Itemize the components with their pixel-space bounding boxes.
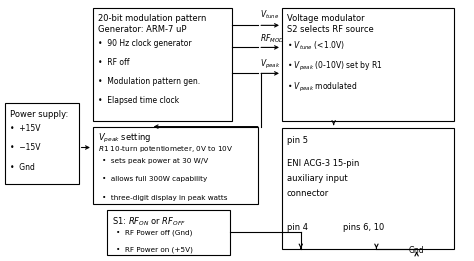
Text: 20-bit modulation pattern: 20-bit modulation pattern (98, 14, 206, 23)
Text: Voltage modulator: Voltage modulator (287, 14, 364, 23)
Text: •  three-digit display in peak watts: • three-digit display in peak watts (102, 195, 228, 201)
Text: Gnd: Gnd (409, 246, 424, 255)
Text: •  Modulation pattern gen.: • Modulation pattern gen. (98, 77, 200, 86)
Text: $V_{peak}$ setting: $V_{peak}$ setting (98, 132, 151, 145)
Text: ENI ACG-3 15-pin: ENI ACG-3 15-pin (287, 159, 359, 168)
Text: auxiliary input: auxiliary input (287, 174, 347, 183)
Text: •  Elapsed time clock: • Elapsed time clock (98, 96, 179, 105)
Bar (93, 127, 258, 204)
Text: Power supply:: Power supply: (10, 110, 68, 119)
Text: •  −15V: • −15V (10, 144, 41, 152)
Text: $RF_{MOD}$: $RF_{MOD}$ (260, 33, 284, 45)
Bar (93, 9, 232, 121)
Text: pin 4: pin 4 (287, 223, 308, 232)
Text: connector: connector (287, 189, 329, 198)
Text: •  sets peak power at 30 W/V: • sets peak power at 30 W/V (102, 158, 209, 164)
Text: Generator: ARM-7 uP: Generator: ARM-7 uP (98, 25, 186, 34)
Text: •  +15V: • +15V (10, 124, 41, 133)
Text: $V_{tune}$: $V_{tune}$ (260, 9, 279, 21)
Text: S1: $RF_{ON}$ or $RF_{OFF}$: S1: $RF_{ON}$ or $RF_{OFF}$ (112, 215, 186, 228)
Text: •  RF Power off (Gnd): • RF Power off (Gnd) (117, 229, 193, 236)
Text: pin 5: pin 5 (287, 136, 308, 145)
Bar (282, 128, 455, 249)
Text: •  RF Power on (+5V): • RF Power on (+5V) (117, 247, 193, 253)
Bar (282, 9, 455, 121)
Text: •  allows full 300W capability: • allows full 300W capability (102, 176, 208, 182)
Bar (5, 103, 79, 184)
Text: pins 6, 10: pins 6, 10 (343, 223, 384, 232)
Text: •  90 Hz clock generator: • 90 Hz clock generator (98, 39, 191, 48)
Text: • $V_{peak}$ (0-10V) set by R1: • $V_{peak}$ (0-10V) set by R1 (287, 60, 383, 73)
Text: •  Gnd: • Gnd (10, 163, 35, 172)
Text: •  RF off: • RF off (98, 58, 129, 67)
Text: $V_{peak}$: $V_{peak}$ (260, 58, 281, 71)
Text: $R1$ 10-turn potentiometer, 0V to 10V: $R1$ 10-turn potentiometer, 0V to 10V (98, 144, 233, 154)
Text: • $V_{tune}$ (<1.0V): • $V_{tune}$ (<1.0V) (287, 39, 345, 52)
Text: • $V_{peak}$ modulated: • $V_{peak}$ modulated (287, 81, 357, 94)
Text: S2 selects RF source: S2 selects RF source (287, 25, 374, 34)
Bar (107, 210, 230, 255)
